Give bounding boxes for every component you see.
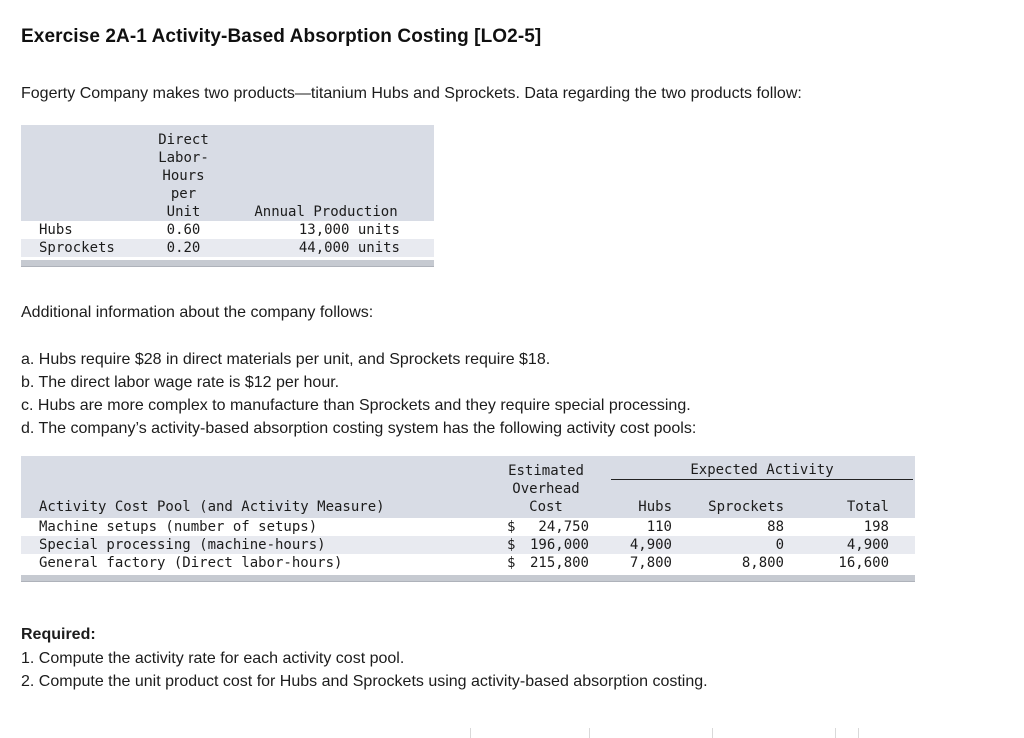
table-row: Sprockets 0.20 44,000 units <box>21 239 434 257</box>
pool-cell: General factory (Direct labor-hours) <box>39 555 343 571</box>
dlh-header-line: Direct <box>158 132 209 148</box>
cost-cell: $ 24,750 <box>481 518 611 536</box>
pool-cell: Special processing (machine-hours) <box>39 537 326 553</box>
product-name-cell: Hubs <box>39 222 73 238</box>
note-item: a. Hubs require $28 in direct materials … <box>21 351 551 368</box>
intro-paragraph: Fogerty Company makes two products—titan… <box>21 85 802 102</box>
dlh-header-line: Hours <box>162 168 205 184</box>
dollar-sign: $ <box>507 519 516 535</box>
dlh-header-line: Unit <box>166 204 201 220</box>
requirement-item: 1. Compute the activity rate for each ac… <box>21 650 405 667</box>
sprockets-column-header: Sprockets <box>708 499 784 515</box>
notes-list: a. Hubs require $28 in direct materials … <box>21 348 1000 440</box>
required-label: Required: <box>21 626 96 643</box>
dlh-cell: 0.20 <box>166 240 201 256</box>
sprockets-cell: 8,800 <box>741 555 784 571</box>
dlh-per-unit-header: Direct Labor- Hours per Unit <box>141 131 226 221</box>
annual-production-cell: 13,000 units <box>298 222 400 238</box>
table-row: Special processing (machine-hours) $ 196… <box>21 536 915 554</box>
note-item: b. The direct labor wage rate is $12 per… <box>21 374 340 391</box>
input-box-edge <box>712 728 713 738</box>
input-box-edge <box>589 728 590 738</box>
table-row: Machine setups (number of setups) $ 24,7… <box>21 518 915 536</box>
note-item: c. Hubs are more complex to manufacture … <box>21 397 691 414</box>
cost-column-header: Cost <box>529 499 563 515</box>
estimated-overhead-line: Estimated <box>508 463 584 479</box>
pool-column-header: Activity Cost Pool (and Activity Measure… <box>39 499 385 515</box>
required-section: Required: 1. Compute the activity rate f… <box>21 626 1000 693</box>
dollar-sign: $ <box>507 537 516 553</box>
activity-cost-table: Estimated Expected Activity Overhead Act… <box>21 456 915 572</box>
dlh-cell: 0.60 <box>166 222 201 238</box>
cost-value: 215,800 <box>529 555 589 571</box>
estimated-overhead-line: Overhead <box>512 481 580 497</box>
table-scrollbar[interactable] <box>21 260 434 267</box>
hubs-cell: 4,900 <box>629 537 672 553</box>
total-column-header: Total <box>846 499 889 515</box>
table-row: Hubs 0.60 13,000 units <box>21 221 434 239</box>
total-cell: 16,600 <box>838 555 889 571</box>
requirement-item: 2. Compute the unit product cost for Hub… <box>21 673 708 690</box>
dlh-header-line: per <box>170 186 197 202</box>
total-cell: 4,900 <box>846 537 889 553</box>
table-scrollbar[interactable] <box>21 575 915 582</box>
cost-value: 196,000 <box>529 537 589 553</box>
cost-cell: $ 215,800 <box>481 554 611 572</box>
sprockets-cell: 0 <box>775 537 784 553</box>
expected-activity-header: Expected Activity <box>611 461 913 480</box>
pool-cell: Machine setups (number of setups) <box>39 519 318 535</box>
hubs-column-header: Hubs <box>638 499 672 515</box>
input-box-edge <box>470 728 471 738</box>
annual-production-header: Annual Production <box>254 204 398 220</box>
additional-info-label: Additional information about the company… <box>21 304 374 321</box>
note-item: d. The company’s activity-based absorpti… <box>21 420 697 437</box>
dollar-sign: $ <box>507 555 516 571</box>
sprockets-cell: 88 <box>767 519 784 535</box>
production-table-header: Direct Labor- Hours per Unit Annual Prod… <box>21 125 434 221</box>
input-box-edge <box>858 728 859 738</box>
product-name-cell: Sprockets <box>39 240 115 256</box>
cost-cell: $ 196,000 <box>481 536 611 554</box>
hubs-cell: 7,800 <box>629 555 672 571</box>
cost-value: 24,750 <box>538 519 589 535</box>
dlh-header-line: Labor- <box>158 150 209 166</box>
hubs-cell: 110 <box>646 519 672 535</box>
page-title: Exercise 2A-1 Activity-Based Absorption … <box>21 26 542 47</box>
table-row: General factory (Direct labor-hours) $ 2… <box>21 554 915 572</box>
production-table: Direct Labor- Hours per Unit Annual Prod… <box>21 125 434 257</box>
annual-production-cell: 44,000 units <box>298 240 400 256</box>
input-box-edge <box>835 728 836 738</box>
total-cell: 198 <box>863 519 889 535</box>
activity-table-header: Estimated Expected Activity Overhead Act… <box>21 456 915 518</box>
